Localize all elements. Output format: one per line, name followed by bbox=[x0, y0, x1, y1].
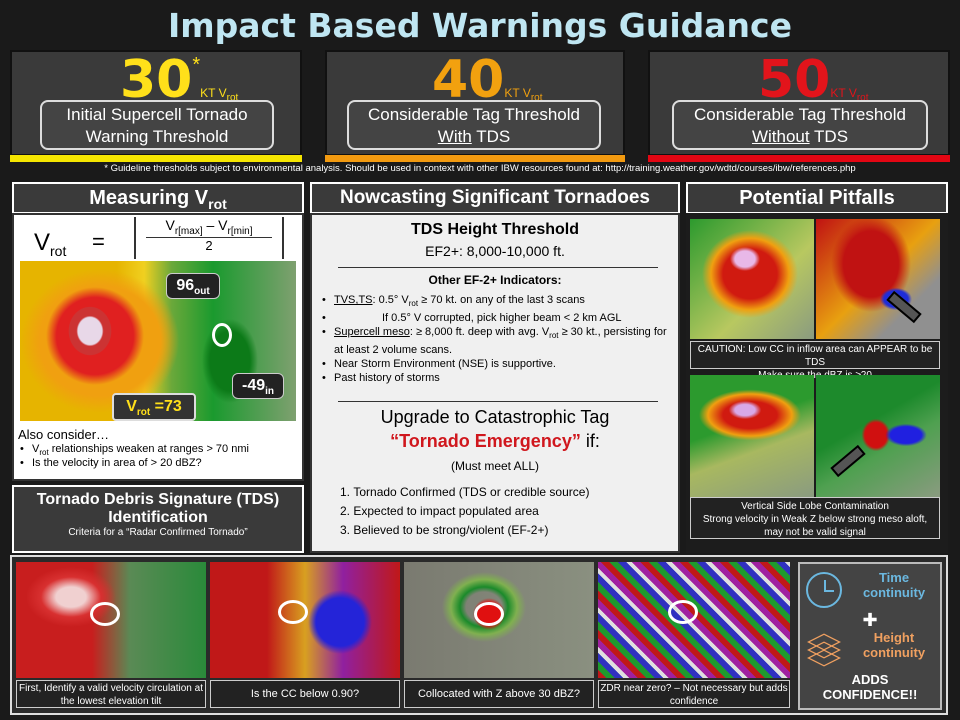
threshold-line2: Without TDS bbox=[751, 127, 849, 146]
list-item: Believed to be strong/violent (EF-2+) bbox=[340, 521, 670, 540]
tds-caption: Is the CC below 0.90? bbox=[210, 680, 400, 708]
pitfall-cc-image bbox=[816, 219, 940, 339]
page-title: Impact Based Warnings Guidance bbox=[168, 6, 792, 45]
list-item: If 0.5° V corrupted, pick higher beam < … bbox=[322, 311, 672, 325]
tds-reflectivity-image bbox=[404, 562, 594, 678]
threshold-value: 50 bbox=[758, 50, 831, 110]
threshold-value: 40 bbox=[432, 50, 505, 110]
tds-velocity-image bbox=[16, 562, 206, 678]
arrow-icon bbox=[886, 290, 922, 324]
tds-caption: First, Identify a valid velocity circula… bbox=[16, 680, 206, 708]
list-item: Tornado Confirmed (TDS or credible sourc… bbox=[340, 483, 670, 502]
out-label: 96out bbox=[166, 273, 220, 299]
circulation-marker bbox=[212, 323, 232, 347]
adds-confidence: ADDS CONFIDENCE!! bbox=[822, 672, 918, 702]
threshold-asterisk: * bbox=[192, 54, 201, 76]
threshold-card-40: 40KT Vrot Considerable Tag Threshold Wit… bbox=[325, 50, 625, 156]
tds-cc-image bbox=[210, 562, 400, 678]
pitfalls-panel: CAUTION: Low CC in inflow area can APPEA… bbox=[686, 213, 948, 553]
arrow-icon bbox=[830, 444, 866, 478]
tds-caption: Collocated with Z above 30 dBZ? bbox=[404, 680, 594, 708]
threshold-bar-yellow bbox=[10, 155, 302, 162]
threshold-unit: KT Vrot bbox=[504, 86, 543, 104]
measuring-head: Measuring Vrot bbox=[12, 182, 304, 214]
vrot-result: Vrot =73 bbox=[112, 393, 196, 421]
threshold-line1: Considerable Tag Threshold bbox=[367, 105, 580, 124]
list-item: Supercell meso: ≥ 8,000 ft. deep with av… bbox=[322, 325, 672, 357]
tds-height-title: TDS Height Threshold bbox=[411, 221, 579, 238]
threshold-line2: Warning Threshold bbox=[85, 127, 229, 146]
tds-circle bbox=[474, 602, 504, 626]
tds-circle bbox=[90, 602, 120, 626]
also-consider-list: Vrot relationships weaken at ranges > 70… bbox=[20, 443, 300, 469]
threshold-pill: Considerable Tag Threshold Without TDS bbox=[672, 100, 928, 150]
must-meet: (Must meet ALL) bbox=[450, 459, 540, 473]
threshold-line1: Considerable Tag Threshold bbox=[693, 105, 906, 124]
threshold-pill: Initial Supercell Tornado Warning Thresh… bbox=[40, 100, 274, 150]
tds-head2: Identification bbox=[108, 509, 208, 526]
nowcast-panel: TDS Height Threshold EF2+: 8,000-10,000 … bbox=[310, 213, 680, 553]
pitfall-reflectivity-image bbox=[690, 219, 814, 339]
in-label: -49in bbox=[232, 373, 284, 399]
threshold-card-30: 30* KT Vrot Initial Supercell Tornado War… bbox=[10, 50, 302, 156]
tds-circle bbox=[668, 600, 698, 624]
caution-caption: CAUTION: Low CC in inflow area can APPEA… bbox=[690, 341, 940, 381]
threshold-pill: Considerable Tag Threshold With TDS bbox=[347, 100, 601, 150]
threshold-line1: Initial Supercell Tornado bbox=[66, 105, 248, 124]
list-item: Near Storm Environment (NSE) is supporti… bbox=[322, 357, 672, 371]
tds-circle bbox=[278, 600, 308, 624]
tds-caption: ZDR near zero? – Not necessary but adds … bbox=[598, 680, 790, 708]
tds-height-value: EF2+: 8,000-10,000 ft. bbox=[425, 243, 565, 259]
upgrade-title: Upgrade to Catastrophic Tag bbox=[380, 407, 610, 427]
formula-equals: = bbox=[92, 229, 105, 254]
pitfall-side-lobe-z-image bbox=[690, 375, 814, 497]
criteria-list: Tornado Confirmed (TDS or credible sourc… bbox=[340, 483, 670, 540]
plus-icon: ✚ bbox=[862, 610, 878, 630]
pitfalls-head: Potential Pitfalls bbox=[686, 182, 948, 214]
threshold-bar-red bbox=[648, 155, 950, 162]
divider bbox=[338, 267, 658, 268]
tds-head1: Tornado Debris Signature (TDS) bbox=[36, 491, 280, 508]
footnote: * Guideline thresholds subject to enviro… bbox=[104, 163, 856, 174]
side-lobe-caption: Vertical Side Lobe Contamination Strong v… bbox=[690, 497, 940, 539]
list-item: Is the velocity in area of > 20 dBZ? bbox=[20, 457, 300, 469]
threshold-unit: KT Vrot bbox=[200, 86, 239, 104]
also-consider: Also consider… bbox=[18, 427, 110, 442]
tds-sub: Criteria for a “Radar Confirmed Tornado” bbox=[68, 527, 248, 538]
list-item: Vrot relationships weaken at ranges > 70… bbox=[20, 443, 300, 457]
threshold-card-50: 50KT Vrot Considerable Tag Threshold Wit… bbox=[648, 50, 950, 156]
pitfall-side-lobe-v-image bbox=[816, 375, 940, 497]
list-item: TVS,TS: 0.5° Vrot ≥ 70 kt. on any of the… bbox=[322, 293, 672, 311]
measuring-panel: Vrot = Vr[max] – Vr[min] 2 96out -49in V… bbox=[12, 213, 304, 481]
threshold-bar-orange bbox=[325, 155, 625, 162]
time-continuity: Time continuity bbox=[862, 570, 926, 600]
tds-panel: Tornado Debris Signature (TDS) Identific… bbox=[12, 485, 304, 553]
nowcast-head: Nowcasting Significant Tornadoes bbox=[310, 182, 680, 214]
confidence-box: Time continuity ✚ Height continuity ADDS… bbox=[798, 562, 942, 710]
tds-zdr-image bbox=[598, 562, 790, 678]
indicators-list: TVS,TS: 0.5° Vrot ≥ 70 kt. on any of the… bbox=[322, 293, 672, 385]
vrot-formula: Vrot bbox=[34, 229, 67, 259]
list-item: Expected to impact populated area bbox=[340, 502, 670, 521]
height-continuity: Height continuity bbox=[862, 630, 926, 660]
threshold-line2: With TDS bbox=[437, 127, 511, 146]
clock-icon bbox=[806, 572, 842, 608]
divider bbox=[338, 401, 658, 402]
threshold-value: 30 bbox=[120, 50, 193, 110]
formula-fraction: Vr[max] – Vr[min] 2 bbox=[134, 217, 284, 259]
tornado-emergency: “Tornado Emergency” if: bbox=[390, 431, 600, 451]
other-indicators-title: Other EF-2+ Indicators: bbox=[428, 273, 562, 287]
layers-icon bbox=[806, 628, 846, 667]
list-item: Past history of storms bbox=[322, 371, 672, 385]
threshold-unit: KT Vrot bbox=[830, 86, 869, 104]
